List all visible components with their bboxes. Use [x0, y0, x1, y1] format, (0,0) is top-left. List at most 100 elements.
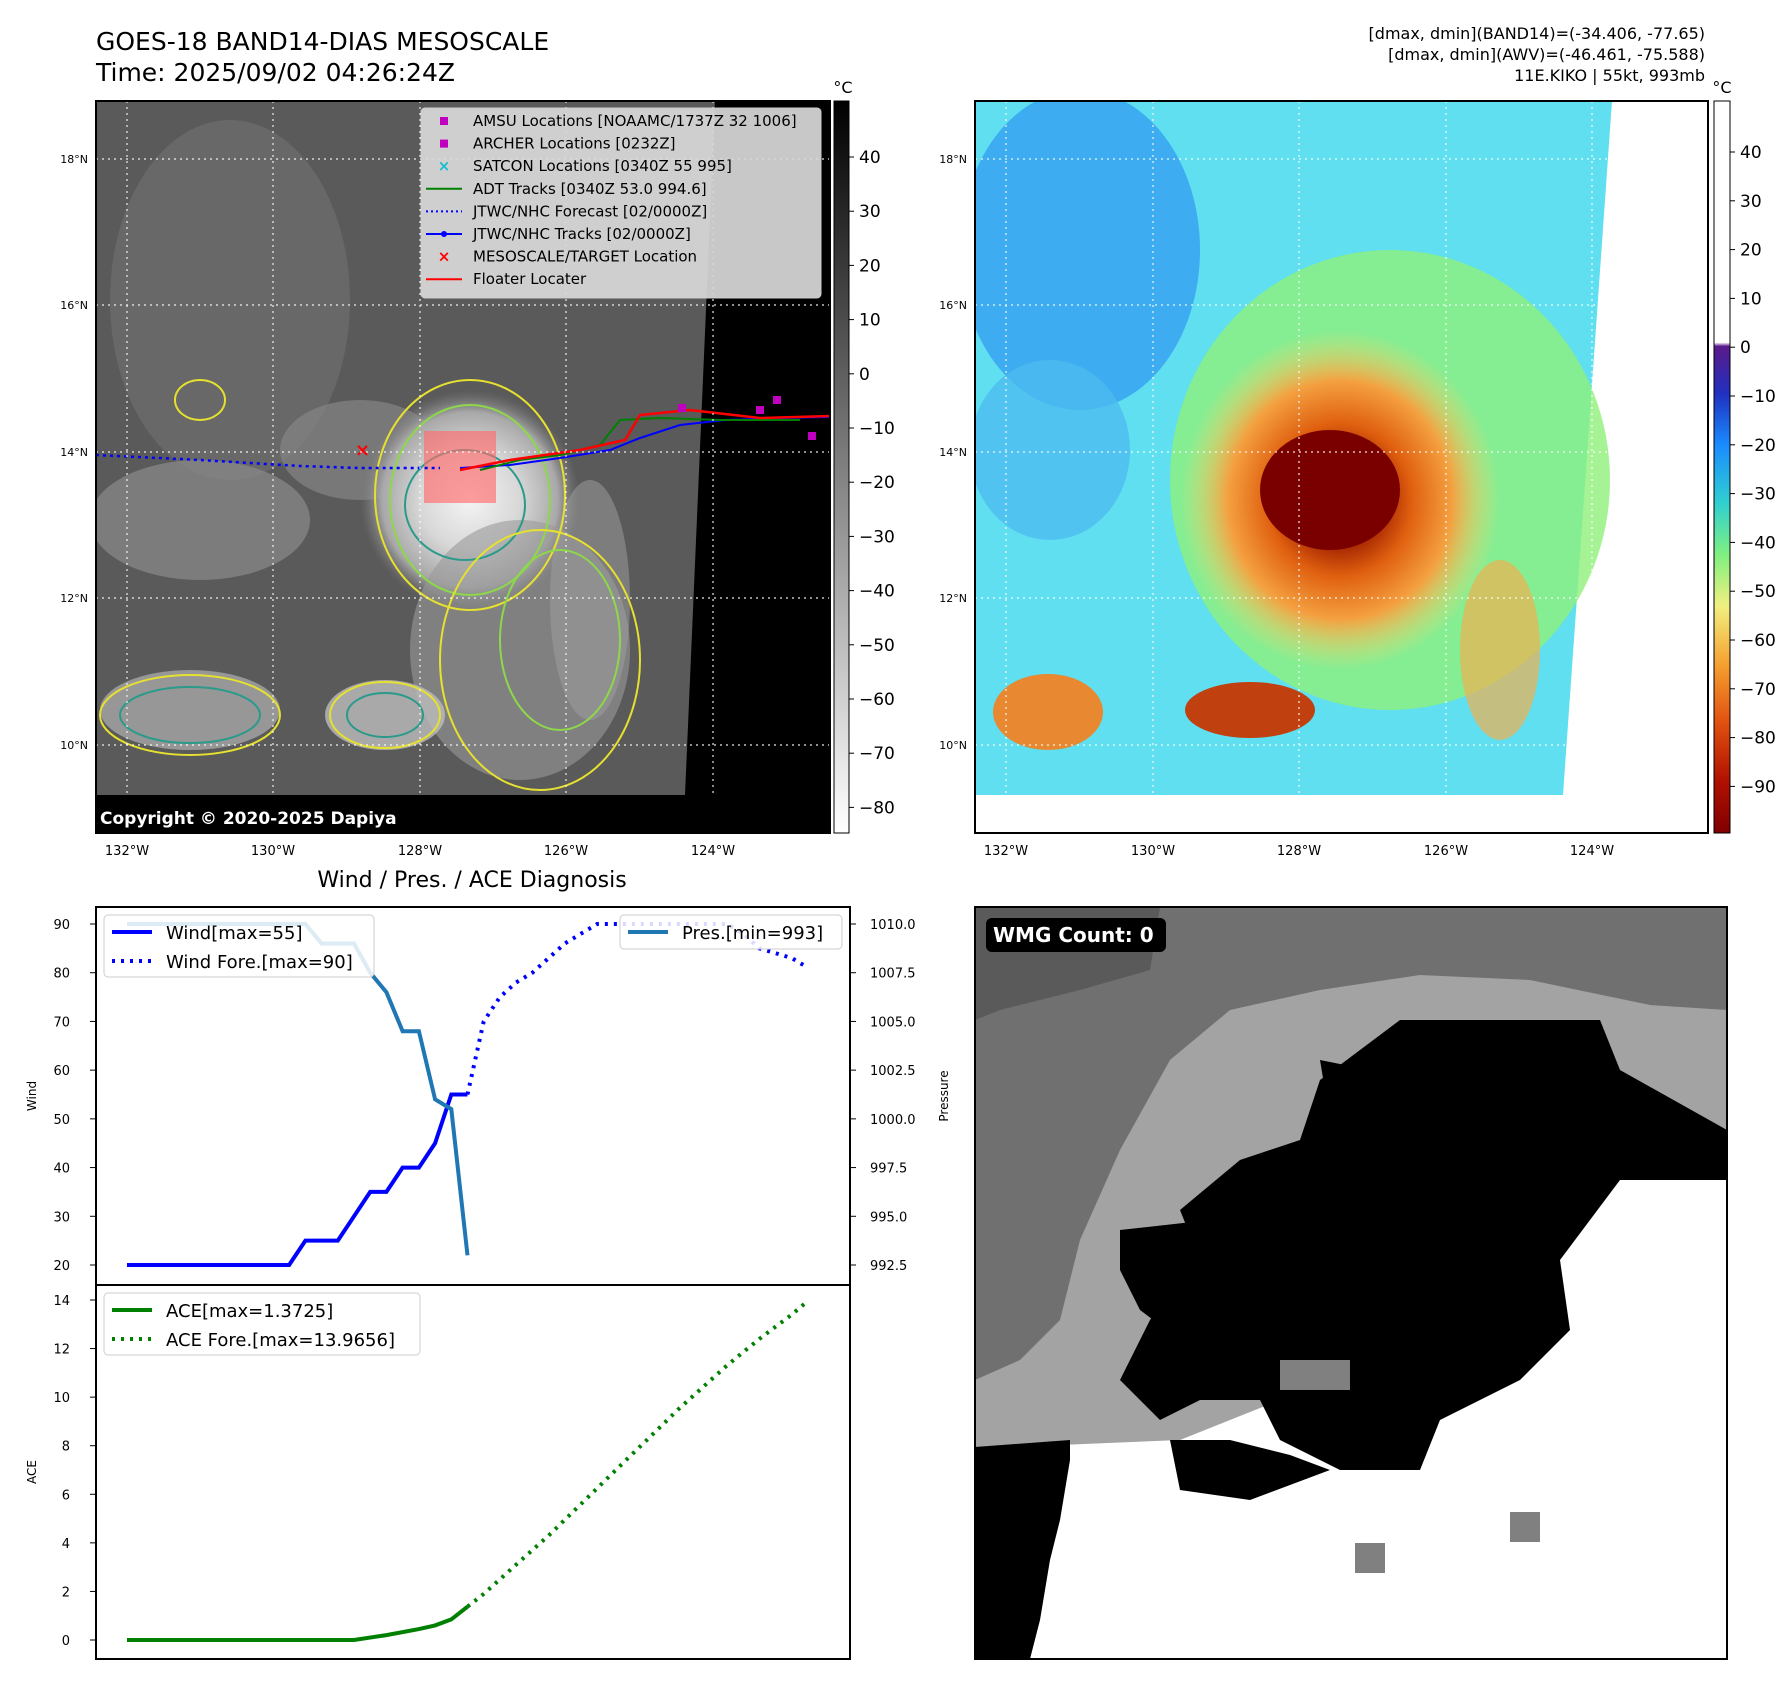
colorbar-tick-label: −20 — [1740, 436, 1776, 456]
colorbar-tick-label: −60 — [1740, 631, 1776, 651]
ace-ytick-label: 2 — [62, 1585, 70, 1600]
colorbar-tick-label: −10 — [1740, 387, 1776, 407]
legend-item-label: JTWC/NHC Forecast [02/0000Z] — [472, 202, 707, 220]
lat-tick-label: 18°N — [939, 153, 967, 166]
lat-tick-label: 10°N — [939, 739, 967, 752]
wind-ytick-label: 80 — [53, 967, 70, 982]
wind-forecast-line — [465, 922, 810, 1095]
colorbar-tick-label: −50 — [859, 636, 895, 656]
ace-ytick-label: 14 — [53, 1294, 70, 1309]
adt-track — [479, 416, 800, 471]
ace-ytick-label: 10 — [53, 1391, 70, 1406]
wmg-count-label: WMG Count: 0 — [993, 923, 1154, 947]
awv-colorbar-unit: °C — [1712, 78, 1731, 97]
colorbar-tick-label: −40 — [859, 582, 895, 602]
ace-legend: ACE[max=1.3725] ACE Fore.[max=13.9656] — [103, 1292, 421, 1356]
wind-line — [127, 1092, 468, 1267]
ir-legend: AMSU Locations [NOAAMC/1737Z 32 1006] ARC… — [420, 107, 822, 299]
wmg-label-box — [986, 918, 1166, 952]
wmg-imagery — [975, 907, 1727, 1659]
legend-item-label: JTWC/NHC Tracks [02/0000Z] — [472, 225, 691, 243]
lon-tick-label: 130°W — [1131, 844, 1175, 859]
pres-ytick-label: 1007.5 — [870, 967, 916, 982]
colorbar-tick-label: 10 — [859, 311, 881, 331]
pres-ytick-label: 995.0 — [870, 1210, 907, 1225]
ace-line — [127, 1605, 469, 1642]
wind-ytick-label: 30 — [53, 1210, 70, 1225]
lat-tick-label: 12°N — [939, 592, 967, 605]
colorbar-tick-label: −70 — [859, 744, 895, 764]
ace-axis-label: ACE — [25, 1460, 39, 1484]
colorbar-tick-label: −40 — [1740, 533, 1776, 553]
pressure-axis-label: Pressure — [937, 1070, 951, 1121]
ace-ytick-label: 0 — [62, 1634, 70, 1649]
ace-ytick-label: 12 — [53, 1343, 70, 1358]
pres-legend: Pres.[min=993] — [619, 914, 843, 950]
ace-ytick-label: 6 — [62, 1488, 70, 1503]
wind-ytick-label: 60 — [53, 1064, 70, 1079]
ace-legend-label: ACE[max=1.3725] — [166, 1301, 333, 1322]
wind-ytick-label: 40 — [53, 1162, 70, 1177]
ace-chart: ACE 14 12 10 8 6 4 2 0 ACE[max=1.3725] ACE Fore… — [25, 1284, 851, 1660]
wind-legend: Wind[max=55] Wind Fore.[max=90] — [103, 914, 375, 978]
legend-item-label: AMSU Locations [NOAAMC/1737Z 32 1006] — [473, 112, 797, 130]
colorbar-tick-label: −60 — [859, 690, 895, 710]
lat-tick-label: 12°N — [60, 592, 88, 605]
forecast-track — [96, 453, 440, 470]
awv-map-panel: °C 40 30 20 10 0 −10 −20 −30 −40 −50 −60 −70 −80 −90 — [974, 78, 1776, 834]
legend-item-label: Floater Locater — [473, 270, 587, 288]
target-marker: × — [355, 440, 370, 461]
wmg-panel: WMG Count: 0 — [974, 906, 1728, 1660]
colorbar-tick-label: 10 — [1740, 289, 1762, 309]
colorbar-tick-label: −50 — [1740, 582, 1776, 602]
legend-marker-x: × — [438, 248, 451, 266]
info-line2: [dmax, dmin](AWV)=(-46.461, -75.588) — [1388, 45, 1705, 64]
lon-tick-label: 128°W — [1277, 844, 1321, 859]
colorbar-tick-label: −20 — [859, 473, 895, 493]
lon-tick-label: 132°W — [105, 844, 149, 859]
floater-track — [459, 408, 830, 472]
wind-pressure-chart: Wind Pressure 90 80 70 60 50 40 30 20 1010.0 1007… — [25, 906, 951, 1286]
colorbar-tick-label: 0 — [859, 365, 870, 385]
ace-ytick-label: 8 — [62, 1440, 70, 1455]
wind-fore-legend-label: Wind Fore.[max=90] — [166, 952, 353, 973]
awv-colorbar — [1713, 100, 1731, 834]
colorbar-tick-label: 30 — [1740, 192, 1762, 212]
wind-legend-label: Wind[max=55] — [166, 923, 303, 944]
lon-tick-label: 128°W — [398, 844, 442, 859]
ace-ytick-label: 4 — [62, 1537, 70, 1552]
wind-ytick-label: 70 — [53, 1015, 70, 1030]
colorbar-tick-label: 40 — [859, 148, 881, 168]
wind-axis-label: Wind — [25, 1081, 39, 1111]
pres-ytick-label: 992.5 — [870, 1259, 907, 1274]
lat-tick-label: 14°N — [939, 446, 967, 459]
legend-marker-dot — [441, 231, 447, 237]
amsu-markers — [678, 396, 816, 440]
lon-tick-label: 126°W — [1424, 844, 1468, 859]
colorbar-tick-label: −80 — [859, 798, 895, 818]
colorbar-tick-label: 20 — [1740, 241, 1762, 261]
ir-map-panel: × Copyright © 2020-2025 Dapiya AMSU Loca… — [95, 78, 895, 834]
ace-forecast-line — [466, 1299, 810, 1609]
info-line3: 11E.KIKO | 55kt, 993mb — [1514, 66, 1705, 85]
pres-ytick-label: 1002.5 — [870, 1064, 916, 1079]
legend-item-label: SATCON Locations [0340Z 55 995] — [473, 157, 732, 175]
title-line1: GOES-18 BAND14-DIAS MESOSCALE — [96, 27, 549, 56]
awv-imagery — [975, 101, 1708, 833]
ace-fore-legend-label: ACE Fore.[max=13.9656] — [166, 1330, 395, 1351]
pres-ytick-label: 1005.0 — [870, 1015, 916, 1030]
lat-tick-label: 10°N — [60, 739, 88, 752]
info-line1: [dmax, dmin](BAND14)=(-34.406, -77.65) — [1369, 24, 1705, 43]
lon-tick-label: 130°W — [251, 844, 295, 859]
colorbar-tick-label: −70 — [1740, 680, 1776, 700]
ir-colorbar — [833, 100, 850, 834]
title-line2: Time: 2025/09/02 04:26:24Z — [95, 58, 455, 87]
lon-tick-label: 124°W — [1570, 844, 1614, 859]
pres-ytick-label: 1000.0 — [870, 1113, 916, 1128]
lon-tick-label: 124°W — [691, 844, 735, 859]
colorbar-tick-label: −10 — [859, 419, 895, 439]
colorbar-tick-label: 20 — [859, 256, 881, 276]
legend-item-label: MESOSCALE/TARGET Location — [473, 248, 697, 266]
wind-ytick-label: 50 — [53, 1113, 70, 1128]
